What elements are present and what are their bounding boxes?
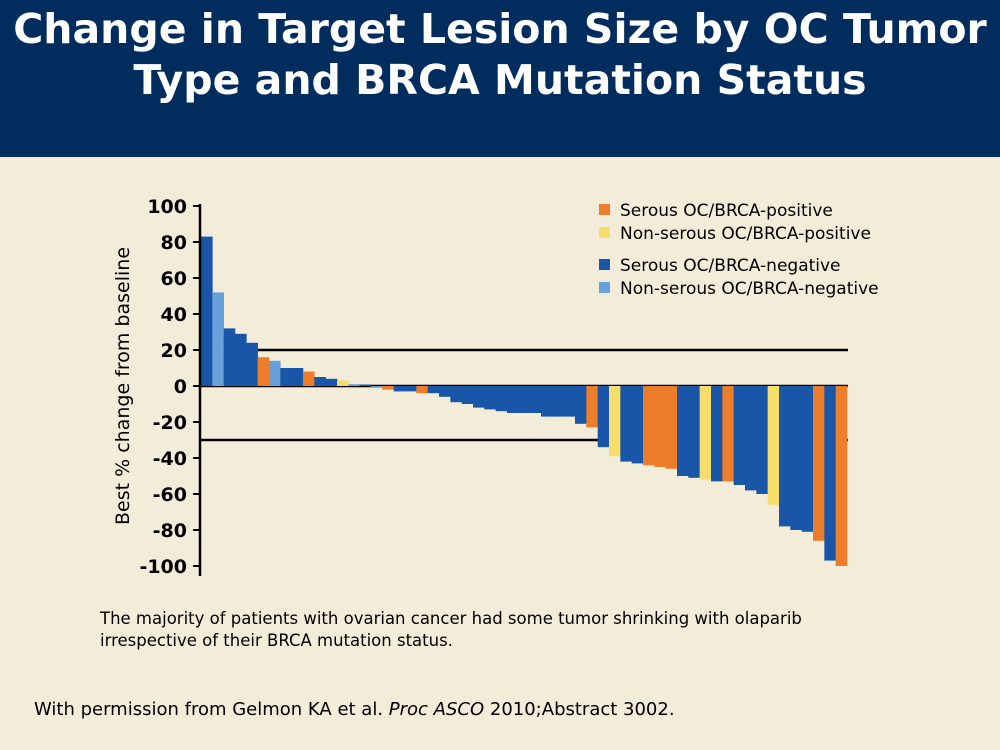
bar-33 <box>563 386 576 417</box>
bar-29 <box>518 386 530 413</box>
y-tick-label: 80 <box>161 232 187 254</box>
citation-suffix: 2010;Abstract 3002. <box>484 699 675 720</box>
y-tick-label: -20 <box>153 412 187 434</box>
citation: With permission from Gelmon KA et al. Pr… <box>34 699 675 720</box>
legend-swatch-sp <box>599 204 610 215</box>
citation-prefix: With permission from Gelmon KA et al. <box>34 699 389 720</box>
bar-48 <box>733 386 746 485</box>
bar-38 <box>620 386 632 462</box>
legend: Serous OC/BRCA-positive Non-serous OC/BRC… <box>599 201 879 299</box>
bar-47 <box>722 386 734 482</box>
bar-50 <box>756 386 768 494</box>
bar-39 <box>631 386 644 464</box>
bar-19 <box>405 386 417 392</box>
bar-12 <box>325 378 338 386</box>
bar-22 <box>439 386 451 397</box>
bar-45 <box>699 386 712 480</box>
legend-swatch-np <box>599 227 610 238</box>
waterfall-chart: 100 80 60 40 20 0 -20 -40 -60 -80 -100 Serous OC/B… <box>112 196 879 578</box>
y-tick-label: 60 <box>161 268 187 290</box>
y-tick-label: 100 <box>147 196 187 218</box>
y-tick-label: -100 <box>139 556 187 578</box>
title-banner: Change in Target Lesion Size by OC Tumor… <box>0 0 1000 157</box>
bar-18 <box>393 386 406 392</box>
bar-21 <box>427 386 440 394</box>
bar-49 <box>745 386 757 491</box>
bar-3 <box>223 328 236 386</box>
bar-15 <box>359 384 372 386</box>
y-tick-label: 20 <box>161 340 187 362</box>
legend-label-nn: Non-serous OC/BRCA-negative <box>620 279 879 299</box>
bar-44 <box>688 386 700 478</box>
y-tick-label: -40 <box>153 448 187 470</box>
bar-36 <box>597 386 610 448</box>
bar-11 <box>314 377 326 386</box>
bar-57 <box>835 386 848 566</box>
bar-17 <box>382 386 394 390</box>
bar-34 <box>575 386 587 424</box>
bar-42 <box>665 386 678 469</box>
bar-31 <box>541 386 553 417</box>
bar-55 <box>813 386 825 541</box>
bar-43 <box>677 386 689 476</box>
citation-journal: Proc ASCO <box>388 699 485 720</box>
bar-28 <box>507 386 519 413</box>
bar-20 <box>416 386 428 394</box>
bar-37 <box>609 386 621 457</box>
legend-swatch-nn <box>599 282 610 293</box>
bar-2 <box>212 292 224 386</box>
bar-27 <box>495 386 508 412</box>
y-tick-label: -60 <box>153 484 187 506</box>
bar-41 <box>654 386 666 467</box>
legend-swatch-sn <box>599 259 610 270</box>
y-tick-label: 40 <box>161 304 187 326</box>
bar-4 <box>235 333 247 386</box>
bar-32 <box>552 386 564 417</box>
bar-24 <box>461 386 474 404</box>
bar-7 <box>269 360 281 386</box>
bar-1 <box>201 236 213 386</box>
bar-10 <box>303 371 315 386</box>
bar-8 <box>280 368 292 386</box>
legend-label-np: Non-serous OC/BRCA-positive <box>620 224 871 244</box>
bar-54 <box>801 386 814 532</box>
bar-53 <box>790 386 802 530</box>
bar-13 <box>337 380 349 386</box>
slide-title: Change in Target Lesion Size by OC Tumor… <box>13 5 987 104</box>
y-axis: 100 80 60 40 20 0 -20 -40 -60 -80 -100 <box>139 196 202 578</box>
bar-series <box>201 236 848 566</box>
bar-16 <box>371 386 383 388</box>
bar-23 <box>450 386 462 403</box>
bar-9 <box>291 368 304 386</box>
bar-40 <box>643 386 655 466</box>
y-tick-label: -80 <box>153 520 187 542</box>
bar-56 <box>824 386 836 561</box>
bar-5 <box>246 342 258 386</box>
legend-label-sp: Serous OC/BRCA-positive <box>620 201 833 221</box>
bar-51 <box>767 386 780 505</box>
bar-52 <box>779 386 791 527</box>
y-tick-label: 0 <box>174 376 187 398</box>
y-axis-label: Best % change from baseline <box>112 247 134 525</box>
bar-35 <box>586 386 598 428</box>
legend-label-sn: Serous OC/BRCA-negative <box>620 256 841 276</box>
caption: The majority of patients with ovarian ca… <box>100 609 802 650</box>
bar-26 <box>484 386 496 410</box>
bar-30 <box>529 386 542 413</box>
bar-14 <box>348 384 360 386</box>
bar-6 <box>257 357 270 386</box>
bar-25 <box>473 386 485 408</box>
bar-46 <box>711 386 723 482</box>
